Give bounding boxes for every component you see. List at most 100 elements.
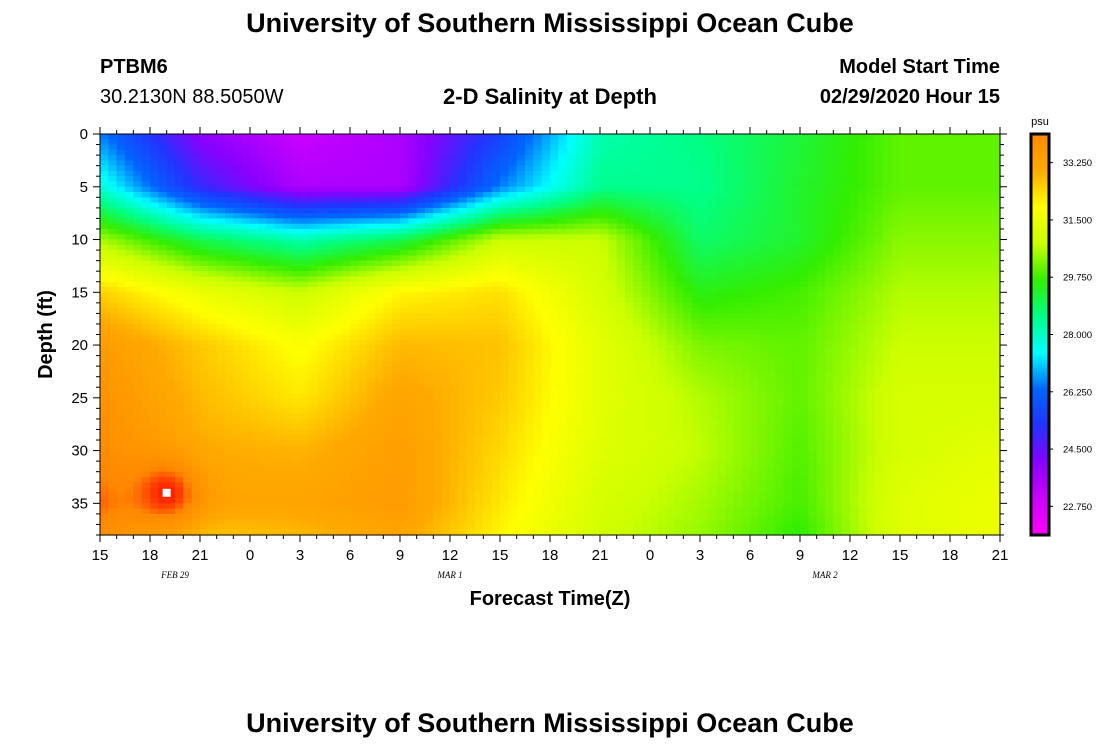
heatmap-cell bbox=[508, 239, 518, 246]
heatmap-cell bbox=[183, 181, 193, 188]
heatmap-cell bbox=[175, 149, 184, 156]
heatmap-cell bbox=[908, 371, 918, 378]
heatmap-cell bbox=[333, 139, 343, 146]
heatmap-cell bbox=[441, 345, 451, 351]
heatmap-cell bbox=[208, 234, 218, 241]
heatmap-cell bbox=[191, 239, 201, 246]
heatmap-cell bbox=[116, 260, 126, 267]
heatmap-cell bbox=[416, 308, 426, 314]
heatmap-cell bbox=[825, 287, 834, 293]
heatmap-cell bbox=[433, 149, 443, 156]
heatmap-cell bbox=[733, 281, 743, 288]
heatmap-cell bbox=[850, 250, 859, 256]
heatmap-cell bbox=[275, 255, 284, 262]
heatmap-cell bbox=[683, 276, 693, 283]
heatmap-cell bbox=[933, 239, 943, 246]
heatmap-cell bbox=[933, 318, 943, 325]
heatmap-cell bbox=[133, 255, 143, 262]
heatmap-cell bbox=[325, 192, 334, 198]
heatmap-cell bbox=[950, 176, 959, 183]
heatmap-cell bbox=[125, 149, 134, 156]
heatmap-cell bbox=[133, 360, 143, 367]
heatmap-cell bbox=[950, 134, 959, 140]
heatmap-cell bbox=[683, 255, 693, 262]
heatmap-cell bbox=[541, 134, 551, 140]
heatmap-cell bbox=[966, 213, 976, 220]
heatmap-cell bbox=[550, 207, 559, 214]
heatmap-cell bbox=[500, 228, 509, 235]
heatmap-cell bbox=[116, 318, 126, 325]
heatmap-cell bbox=[258, 218, 268, 225]
heatmap-cell bbox=[350, 165, 359, 172]
heatmap-cell bbox=[733, 197, 743, 204]
heatmap-cell bbox=[875, 218, 884, 225]
heatmap-cell bbox=[808, 239, 818, 246]
heatmap-cell bbox=[216, 160, 226, 167]
heatmap-cell bbox=[625, 355, 634, 362]
heatmap-cell bbox=[816, 366, 826, 373]
heatmap-cell bbox=[916, 170, 926, 177]
heatmap-cell bbox=[141, 355, 151, 362]
heatmap-cell bbox=[241, 228, 251, 235]
heatmap-cell bbox=[258, 302, 268, 309]
heatmap-cell bbox=[875, 271, 884, 278]
heatmap-cell bbox=[808, 244, 818, 251]
heatmap-cell bbox=[450, 160, 459, 167]
heatmap-cell bbox=[475, 149, 484, 156]
heatmap-cell bbox=[358, 207, 368, 214]
heatmap-cell bbox=[583, 223, 593, 230]
heatmap-cell bbox=[400, 355, 409, 362]
heatmap-cell bbox=[916, 181, 926, 188]
heatmap-cell bbox=[425, 302, 434, 309]
heatmap-cell bbox=[325, 202, 334, 209]
heatmap-cell bbox=[266, 181, 276, 188]
heatmap-cell bbox=[975, 165, 984, 172]
heatmap-cell bbox=[358, 144, 368, 151]
heatmap-cell bbox=[366, 281, 376, 288]
heatmap-cell bbox=[300, 318, 309, 325]
heatmap-cell bbox=[516, 139, 526, 146]
heatmap-cell bbox=[441, 192, 451, 198]
heatmap-cell bbox=[600, 244, 609, 251]
heatmap-cell bbox=[900, 308, 909, 314]
heatmap-cell bbox=[683, 302, 693, 309]
heatmap-cell bbox=[833, 213, 843, 220]
heatmap-cell bbox=[633, 323, 643, 330]
heatmap-cell bbox=[783, 181, 793, 188]
heatmap-cell bbox=[333, 134, 343, 140]
heatmap-cell bbox=[275, 271, 284, 278]
heatmap-cell bbox=[766, 302, 776, 309]
heatmap-cell bbox=[750, 234, 759, 241]
heatmap-cell bbox=[791, 366, 801, 373]
heatmap-cell bbox=[283, 345, 293, 351]
heatmap-cell bbox=[566, 281, 576, 288]
heatmap-cell bbox=[925, 197, 934, 204]
heatmap-cell bbox=[983, 318, 993, 325]
heatmap-cell bbox=[216, 371, 226, 378]
heatmap-cell bbox=[608, 371, 618, 378]
heatmap-cell bbox=[791, 360, 801, 367]
heatmap-cell bbox=[541, 323, 551, 330]
heatmap-cell bbox=[900, 292, 909, 299]
heatmap-cell bbox=[908, 250, 918, 256]
heatmap-cell bbox=[766, 144, 776, 151]
heatmap-cell bbox=[566, 207, 576, 214]
heatmap-cell bbox=[550, 176, 559, 183]
heatmap-cell bbox=[391, 313, 401, 320]
heatmap-cell bbox=[850, 155, 859, 161]
heatmap-cell bbox=[891, 360, 901, 367]
heatmap-cell bbox=[908, 186, 918, 193]
heatmap-cell bbox=[166, 244, 176, 251]
heatmap-cell bbox=[158, 323, 168, 330]
heatmap-cell bbox=[158, 170, 168, 177]
heatmap-cell bbox=[275, 139, 284, 146]
heatmap-cell bbox=[750, 149, 759, 156]
heatmap-cell bbox=[358, 234, 368, 241]
heatmap-cell bbox=[275, 323, 284, 330]
heatmap-cell bbox=[100, 265, 109, 272]
heatmap-cell bbox=[583, 139, 593, 146]
heatmap-cell bbox=[116, 134, 126, 140]
heatmap-cell bbox=[566, 186, 576, 193]
heatmap-cell bbox=[666, 139, 676, 146]
heatmap-cell bbox=[758, 192, 768, 198]
